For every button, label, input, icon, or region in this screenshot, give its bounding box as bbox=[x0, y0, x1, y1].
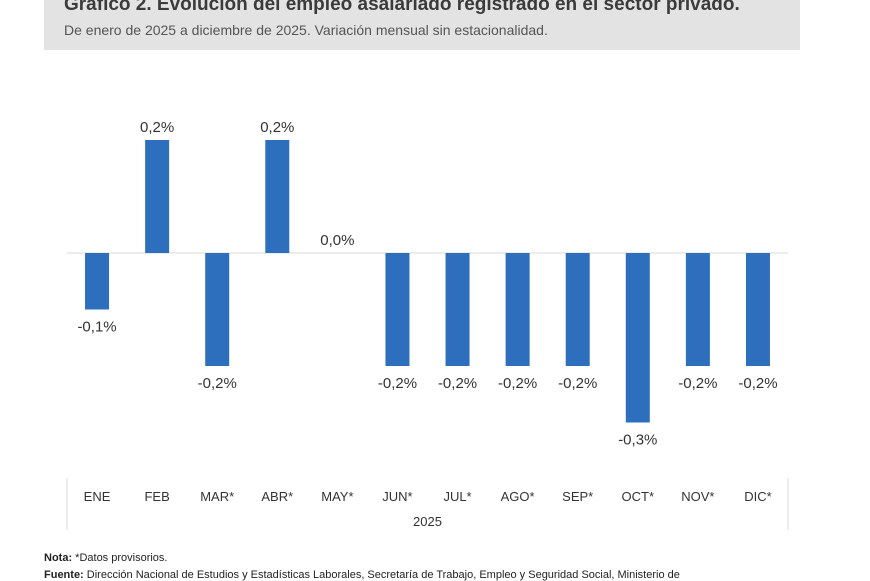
chart-title: Gráfico 2. Evolución del empleo asalaria… bbox=[64, 0, 740, 15]
bar-dic bbox=[745, 253, 770, 366]
source: Fuente: Dirección Nacional de Estudios y… bbox=[44, 569, 680, 581]
bar-jun bbox=[385, 253, 410, 366]
bar-jul bbox=[445, 253, 470, 366]
note-text: *Datos provisorios. bbox=[72, 552, 168, 564]
tick-label-abr: ABR* bbox=[261, 489, 293, 504]
data-label-feb: 0,2% bbox=[140, 119, 174, 136]
bar-sep bbox=[565, 253, 590, 366]
tick-label-ago: AGO* bbox=[501, 489, 535, 504]
chart-subtitle: De enero de 2025 a diciembre de 2025. Va… bbox=[64, 22, 548, 38]
source-text: Dirección Nacional de Estudios y Estadís… bbox=[83, 569, 680, 581]
bar-oct bbox=[625, 253, 650, 423]
data-label-ago: -0,2% bbox=[498, 375, 537, 392]
bar-feb bbox=[145, 140, 170, 253]
data-label-abr: 0,2% bbox=[260, 119, 294, 136]
data-labels-group: -0,1% 0,2% -0,2% 0,2% 0,0% -0,2% -0,2% -0,2% -0,… bbox=[77, 119, 777, 449]
bar-ene bbox=[85, 253, 110, 310]
note-label: Nota: bbox=[44, 552, 73, 564]
tick-label-jun: JUN* bbox=[382, 489, 412, 504]
data-label-may: 0,0% bbox=[320, 232, 354, 249]
tick-label-may: MAY* bbox=[321, 489, 353, 504]
data-label-jul: -0,2% bbox=[438, 375, 477, 392]
data-label-jun: -0,2% bbox=[378, 375, 417, 392]
title-box: Gráfico 2. Evolución del empleo asalaria… bbox=[44, 0, 800, 50]
data-label-dic: -0,2% bbox=[738, 375, 777, 392]
data-label-sep: -0,2% bbox=[558, 375, 597, 392]
data-label-nov: -0,2% bbox=[678, 375, 717, 392]
data-label-ene: -0,1% bbox=[77, 319, 116, 336]
tick-label-jul: JUL* bbox=[443, 489, 471, 504]
data-label-oct: -0,3% bbox=[618, 432, 657, 449]
bars-group bbox=[85, 140, 770, 423]
tick-label-mar: MAR* bbox=[200, 489, 234, 504]
x-axis-group: ENE FEB MAR* ABR* MAY* JUN* JUL* AGO* SEP* OCT* NO… bbox=[66, 478, 789, 530]
tick-label-nov: NOV* bbox=[681, 489, 714, 504]
tick-label-oct: OCT* bbox=[622, 489, 655, 504]
bar-ago bbox=[505, 253, 530, 366]
x-axis-year-label: 2025 bbox=[413, 514, 442, 529]
tick-label-feb: FEB bbox=[144, 489, 169, 504]
tick-label-dic: DIC* bbox=[744, 489, 771, 504]
data-label-mar: -0,2% bbox=[198, 375, 237, 392]
bar-abr bbox=[265, 140, 290, 253]
source-label: Fuente: bbox=[44, 569, 84, 581]
note: Nota: *Datos provisorios. bbox=[44, 552, 167, 564]
tick-label-ene: ENE bbox=[84, 489, 111, 504]
bar-nov bbox=[685, 253, 710, 366]
tick-label-sep: SEP* bbox=[562, 489, 593, 504]
bar-mar bbox=[205, 253, 230, 366]
